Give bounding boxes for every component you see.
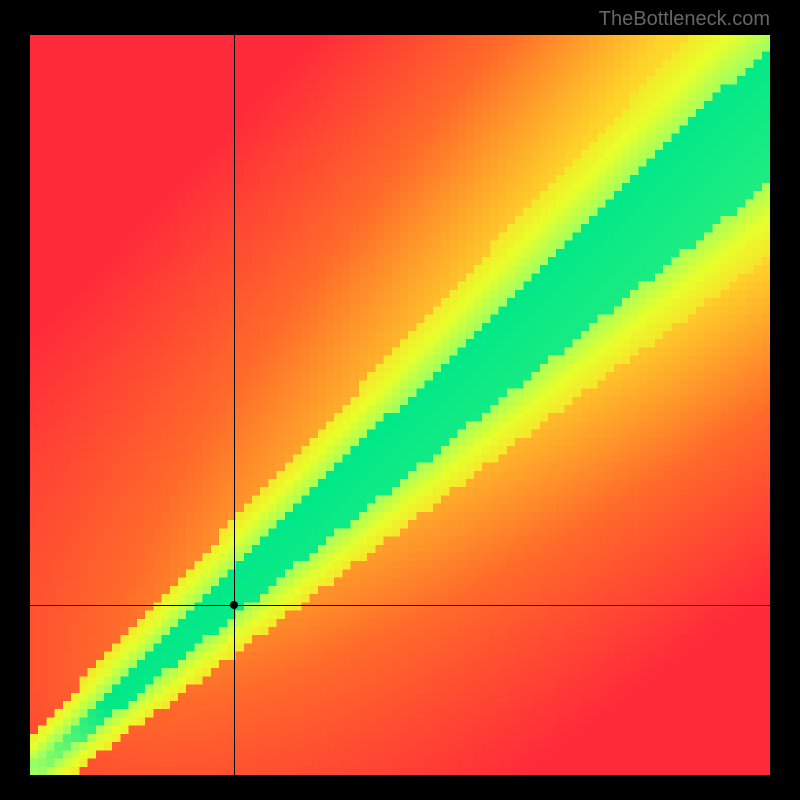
crosshair-point — [230, 601, 238, 609]
crosshair-vertical — [234, 35, 235, 775]
watermark-label: TheBottleneck.com — [599, 8, 770, 31]
heatmap-canvas — [30, 35, 770, 775]
bottleneck-heatmap — [30, 35, 770, 775]
crosshair-horizontal — [30, 605, 770, 606]
